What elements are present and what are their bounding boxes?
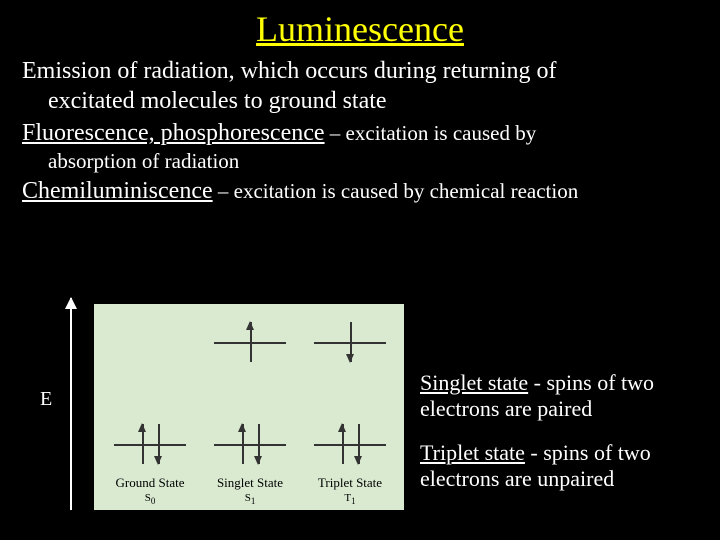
triplet-head: Triplet state (420, 440, 525, 465)
fluorescence-line2: absorption of radiation (22, 148, 698, 174)
state-panel: Ground StateS0 Singlet StateS1 Triplet Sta… (94, 304, 404, 510)
slide-title: Luminescence (0, 0, 720, 56)
fluorescence-tail: – excitation is caused by (325, 121, 537, 145)
spin-arrow-up (342, 424, 344, 464)
state-label: Triplet StateT1 (305, 476, 395, 506)
energy-level-lower (214, 444, 286, 446)
spin-arrow-up (250, 322, 252, 362)
emission-line2: excitated molecules to ground state (22, 86, 698, 116)
chemiluminescence-tail: – excitation is caused by chemical react… (213, 179, 579, 203)
energy-diagram: E Ground StateS0 Singlet StateS1 Triplet S… (20, 288, 700, 528)
state-label: Singlet StateS1 (205, 476, 295, 506)
body-text: Emission of radiation, which occurs duri… (0, 56, 720, 206)
energy-axis-label: E (40, 388, 52, 411)
spin-arrow-down (350, 322, 352, 362)
emission-definition: Emission of radiation, which occurs duri… (22, 56, 698, 116)
triplet-description: Triplet state - spins of two electrons a… (420, 440, 700, 493)
singlet-description: Singlet state - spins of two electrons a… (420, 370, 700, 423)
spin-arrow-down (358, 424, 360, 464)
state-label: Ground StateS0 (105, 476, 195, 506)
energy-axis (70, 298, 72, 510)
energy-level-lower (114, 444, 186, 446)
chemiluminescence-heading: Chemiluminiscence (22, 178, 213, 204)
spin-arrow-down (158, 424, 160, 464)
spin-arrow-up (242, 424, 244, 464)
spin-arrow-down (258, 424, 260, 464)
singlet-head: Singlet state (420, 370, 528, 395)
fluorescence-definition: Fluorescence, phosphorescence – excitati… (22, 118, 698, 174)
fluorescence-heading: Fluorescence, phosphorescence (22, 120, 325, 146)
emission-line1: Emission of radiation, which occurs duri… (22, 58, 557, 84)
energy-level-lower (314, 444, 386, 446)
spin-arrow-up (142, 424, 144, 464)
chemiluminescence-definition: Chemiluminiscence – excitation is caused… (22, 176, 698, 206)
